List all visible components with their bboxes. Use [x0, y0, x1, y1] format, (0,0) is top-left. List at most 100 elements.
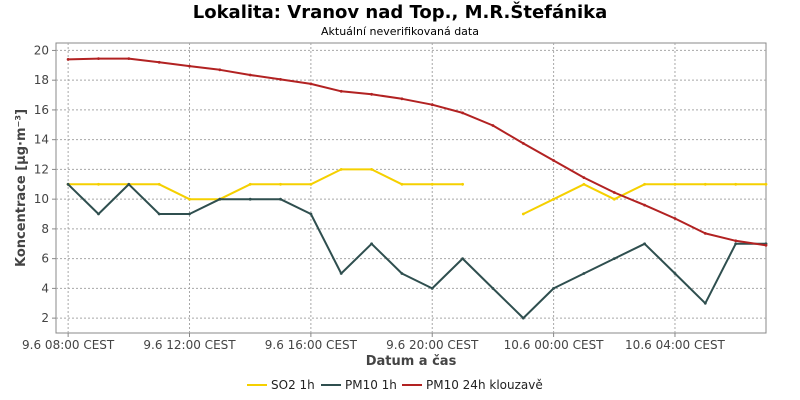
- data-point: [612, 191, 616, 194]
- data-point: [461, 257, 464, 260]
- data-point: [400, 272, 404, 275]
- data-point: [461, 182, 464, 186]
- series-line: [67, 183, 766, 320]
- x-tick-label: 9.6 16:00 CEST: [265, 338, 358, 352]
- y-axis-ticks: 2 4 6 8 10 12 14 16 18 20: [34, 43, 56, 325]
- data-point: [643, 203, 646, 207]
- data-point: [188, 64, 191, 68]
- data-point: [279, 197, 282, 201]
- legend-item: SO2 1h: [247, 378, 315, 392]
- data-point: [612, 257, 616, 260]
- data-point: [66, 182, 70, 186]
- data-point: [430, 182, 434, 186]
- legend-item: PM10 1h: [321, 378, 397, 392]
- data-point: [430, 287, 434, 290]
- data-point: [309, 182, 313, 186]
- data-point: [188, 212, 191, 216]
- y-axis-label: Koncentrace [µg·m⁻³]: [14, 109, 29, 267]
- y-tick-label: 4: [41, 281, 49, 295]
- data-point: [279, 78, 282, 81]
- data-point: [66, 58, 70, 61]
- data-point: [582, 176, 586, 180]
- data-point: [339, 89, 343, 93]
- data-point: [643, 182, 646, 186]
- data-point: [400, 97, 404, 101]
- y-tick-label: 6: [41, 252, 49, 266]
- data-point: [127, 182, 131, 186]
- data-point: [218, 68, 222, 72]
- data-point: [734, 239, 738, 243]
- y-tick-label: 8: [41, 222, 49, 236]
- y-tick-label: 2: [41, 311, 49, 325]
- x-tick-label: 9.6 08:00 CEST: [22, 338, 115, 352]
- series-line: [68, 57, 767, 247]
- data-point: [127, 57, 131, 60]
- chart-subtitle: Aktuální neverifikovaná data: [321, 25, 479, 38]
- data-point: [521, 316, 525, 320]
- data-point: [248, 182, 252, 186]
- y-tick-label: 12: [34, 162, 49, 176]
- data-point: [309, 212, 313, 216]
- data-point: [157, 212, 161, 216]
- data-point: [643, 242, 646, 246]
- data-point: [673, 182, 677, 186]
- data-point: [248, 197, 252, 201]
- data-point: [339, 272, 343, 275]
- data-point: [157, 60, 161, 64]
- series-0: [66, 168, 768, 216]
- data-point: [703, 301, 707, 305]
- data-point: [521, 142, 525, 145]
- data-point: [400, 182, 404, 186]
- x-tick-label: 10.6 04:00 CEST: [625, 338, 726, 352]
- data-point: [97, 212, 100, 216]
- data-point: [97, 57, 100, 60]
- data-point: [552, 197, 555, 201]
- data-point: [703, 232, 707, 235]
- data-point: [370, 168, 373, 171]
- data-point: [582, 182, 586, 186]
- y-tick-label: 16: [34, 103, 49, 117]
- x-axis-ticks: 9.6 08:00 CEST 9.6 12:00 CEST 9.6 16:00 CE…: [22, 333, 726, 352]
- plot-area: [55, 42, 767, 334]
- data-point: [521, 212, 525, 216]
- data-point: [491, 287, 495, 290]
- legend-label: SO2 1h: [271, 378, 315, 392]
- data-point: [552, 287, 555, 290]
- data-point: [279, 182, 282, 186]
- x-tick-label: 9.6 12:00 CEST: [143, 338, 236, 352]
- data-point: [97, 182, 100, 186]
- data-point: [734, 182, 738, 186]
- data-point: [734, 242, 738, 246]
- legend-label: PM10 24h klouzavě: [426, 378, 543, 392]
- data-point: [764, 182, 768, 186]
- data-point: [370, 92, 373, 96]
- x-tick-label: 10.6 00:00 CEST: [504, 338, 605, 352]
- data-point: [461, 111, 464, 115]
- legend-label: PM10 1h: [345, 378, 397, 392]
- data-point: [582, 272, 586, 275]
- data-point: [552, 159, 555, 162]
- data-point: [188, 197, 191, 201]
- data-point: [673, 272, 677, 275]
- x-axis-label: Datum a čas: [366, 354, 457, 369]
- series-line: [68, 168, 463, 201]
- data-point: [309, 82, 313, 86]
- data-point: [612, 197, 616, 201]
- data-point: [157, 182, 161, 186]
- data-point: [430, 103, 434, 107]
- y-tick-label: 20: [34, 43, 49, 57]
- data-point: [673, 217, 677, 220]
- y-tick-label: 10: [34, 192, 49, 206]
- grid-lines: [56, 43, 766, 333]
- data-point: [248, 73, 252, 77]
- data-point: [339, 168, 343, 171]
- data-point: [370, 242, 373, 246]
- x-tick-label: 9.6 20:00 CEST: [386, 338, 479, 352]
- data-point: [764, 243, 768, 247]
- series-2: [66, 57, 768, 247]
- series-lines: [66, 57, 768, 320]
- data-point: [491, 124, 495, 127]
- legend: SO2 1h PM10 1h PM10 24h klouzavě: [247, 378, 543, 392]
- chart-title: Lokalita: Vranov nad Top., M.R.Štefánika: [193, 1, 607, 23]
